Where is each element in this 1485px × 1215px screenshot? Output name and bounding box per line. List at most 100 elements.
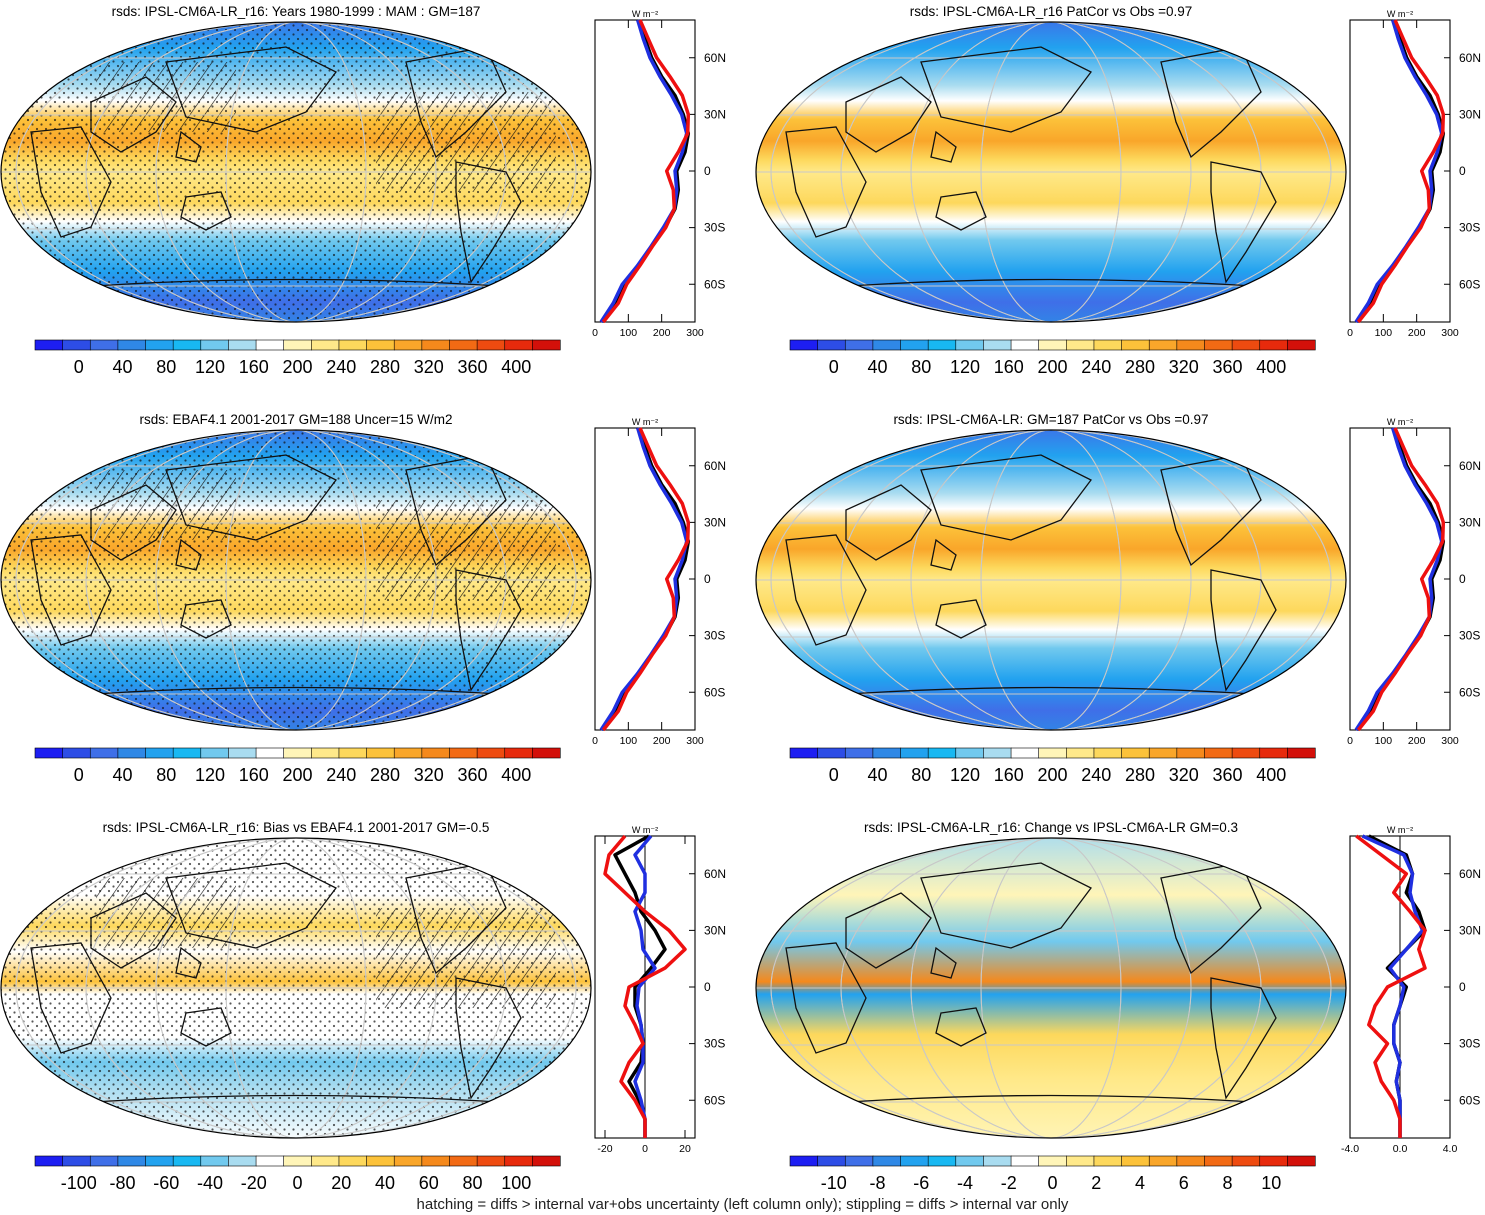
profile-xtick-label: 0 bbox=[592, 735, 598, 747]
colorbar-swatch bbox=[532, 747, 561, 759]
colorbar-tick-label: 0 bbox=[1047, 1173, 1057, 1193]
zonal-profile: W m⁻² 0 100 200 300 60N 30N 0 30S 60S bbox=[1347, 9, 1481, 339]
colorbar-swatch bbox=[1259, 1155, 1288, 1167]
colorbar-swatch bbox=[393, 1155, 423, 1167]
colorbar-swatch bbox=[255, 1155, 285, 1167]
colorbar-tick-label: 40 bbox=[867, 765, 887, 785]
profile-ytick-label: 30N bbox=[1459, 515, 1481, 529]
graticule-lon bbox=[910, 838, 1192, 1138]
profile-xtick-label: 0 bbox=[1347, 735, 1353, 747]
colorbar-swatch bbox=[200, 1155, 230, 1167]
graticule-lon bbox=[15, 430, 577, 730]
coastline bbox=[920, 862, 1092, 949]
profile-xtick-label: 300 bbox=[1441, 327, 1459, 339]
zonal-profile: W m⁻² 0 100 200 300 60N 30N 0 30S 60S bbox=[592, 9, 726, 339]
map-title: rsds: IPSL-CM6A-LR_r16: Bias vs EBAF4.1 … bbox=[103, 820, 490, 835]
colorbar-swatch bbox=[1231, 339, 1261, 351]
colorbar-tick-label: 200 bbox=[282, 765, 312, 785]
map-title: rsds: IPSL-CM6A-LR_r16: Change vs IPSL-C… bbox=[864, 820, 1238, 835]
map-border bbox=[755, 21, 1347, 323]
profile-xtick-label: 100 bbox=[620, 327, 638, 339]
graticule-lon bbox=[910, 22, 1192, 322]
coastline bbox=[90, 484, 177, 561]
colorbar-tick-label: 160 bbox=[994, 357, 1024, 377]
profile-series-2 bbox=[633, 834, 657, 1138]
colorbar-swatch bbox=[927, 1155, 957, 1167]
colorbar-swatch bbox=[1204, 1155, 1233, 1167]
colorbar-tick-label: 120 bbox=[950, 357, 980, 377]
colorbar: -100 -80 -60 -40 -20 0 20 40 60 80 100 bbox=[34, 1155, 561, 1193]
colorbar-swatch bbox=[366, 747, 395, 759]
colorbar-swatch bbox=[532, 339, 561, 351]
colorbar-swatch bbox=[817, 339, 846, 351]
colorbar-tick-label: 160 bbox=[239, 357, 269, 377]
colorbar-swatch bbox=[421, 747, 451, 759]
profile-ytick-label: 60N bbox=[704, 51, 726, 65]
panel-6: rsds: IPSL-CM6A-LR_r16: Change vs IPSL-C… bbox=[755, 820, 1481, 1193]
profile-series-2 bbox=[599, 19, 689, 323]
colorbar: -10 -8 -6 -4 -2 0 2 4 6 8 10 bbox=[789, 1155, 1316, 1193]
colorbar-tick-label: 120 bbox=[195, 357, 225, 377]
profile-series-3 bbox=[601, 19, 691, 324]
profile-series-2 bbox=[1361, 834, 1425, 1138]
graticule-lon bbox=[155, 430, 437, 730]
colorbar-swatch bbox=[1259, 339, 1288, 351]
colorbar-tick-label: 160 bbox=[994, 765, 1024, 785]
coastline bbox=[90, 892, 177, 969]
coastline bbox=[180, 191, 232, 231]
map-border bbox=[0, 429, 592, 731]
colorbar-swatch bbox=[900, 1155, 929, 1167]
colorbar-tick-label: 240 bbox=[1081, 357, 1111, 377]
colorbar-tick-label: 6 bbox=[1179, 1173, 1189, 1193]
colorbar-tick-label: 60 bbox=[419, 1173, 439, 1193]
colorbar-swatch bbox=[504, 339, 533, 351]
colorbar-tick-label: 400 bbox=[1256, 765, 1286, 785]
colorbar-tick-label: -100 bbox=[61, 1173, 97, 1193]
colorbar-tick-label: 4 bbox=[1135, 1173, 1145, 1193]
coastline bbox=[1210, 569, 1277, 692]
hatching bbox=[96, 62, 556, 192]
colorbar-tick-label: 40 bbox=[375, 1173, 395, 1193]
colorbar-swatch bbox=[900, 747, 929, 759]
colorbar-tick-label: -4 bbox=[957, 1173, 973, 1193]
coastline bbox=[930, 130, 957, 163]
colorbar-swatch bbox=[983, 339, 1012, 351]
profile-unit: W m⁻² bbox=[1387, 417, 1413, 427]
colorbar-tick-label: 400 bbox=[1256, 357, 1286, 377]
graticule-lon bbox=[980, 22, 1122, 322]
profile-series-2 bbox=[1354, 19, 1444, 323]
map-title: rsds: IPSL-CM6A-LR: GM=187 PatCor vs Obs… bbox=[893, 412, 1208, 427]
coastline bbox=[1210, 977, 1277, 1100]
profile-xtick-label: 0 bbox=[592, 327, 598, 339]
colorbar-swatch bbox=[283, 339, 312, 351]
colorbar-swatch bbox=[1287, 339, 1316, 351]
colorbar-swatch bbox=[1287, 1155, 1316, 1167]
coastline bbox=[165, 454, 337, 541]
colorbar-tick-label: 80 bbox=[911, 765, 931, 785]
profile-xtick-label: 0 bbox=[642, 1143, 648, 1155]
profile-ytick-label: 0 bbox=[1459, 164, 1466, 178]
colorbar-tick-label: 80 bbox=[462, 1173, 482, 1193]
colorbar-tick-label: 40 bbox=[112, 357, 132, 377]
colorbar-swatch bbox=[983, 747, 1012, 759]
colorbar-tick-label: -60 bbox=[153, 1173, 179, 1193]
profile-unit: W m⁻² bbox=[1387, 825, 1413, 835]
coastline bbox=[175, 538, 202, 571]
profile-ytick-label: 60S bbox=[1459, 277, 1480, 291]
colorbar-tick-label: 120 bbox=[950, 765, 980, 785]
colorbar-tick-label: -40 bbox=[197, 1173, 223, 1193]
profile-xtick-label: 100 bbox=[1375, 327, 1393, 339]
profile-unit: W m⁻² bbox=[632, 417, 658, 427]
graticule-lon bbox=[225, 22, 367, 322]
colorbar-tick-label: 400 bbox=[501, 357, 531, 377]
profile-xtick-label: 200 bbox=[1408, 735, 1426, 747]
profile-xtick-label: 200 bbox=[653, 327, 671, 339]
profile-ytick-label: 0 bbox=[704, 164, 711, 178]
colorbar-swatch bbox=[117, 1155, 147, 1167]
colorbar-swatch bbox=[366, 1155, 395, 1167]
colorbar-swatch bbox=[1066, 747, 1095, 759]
profile-ytick-label: 60S bbox=[1459, 1093, 1480, 1107]
colorbar-swatch bbox=[338, 339, 368, 351]
coastline bbox=[845, 892, 932, 969]
colorbar-tick-label: 320 bbox=[414, 765, 444, 785]
